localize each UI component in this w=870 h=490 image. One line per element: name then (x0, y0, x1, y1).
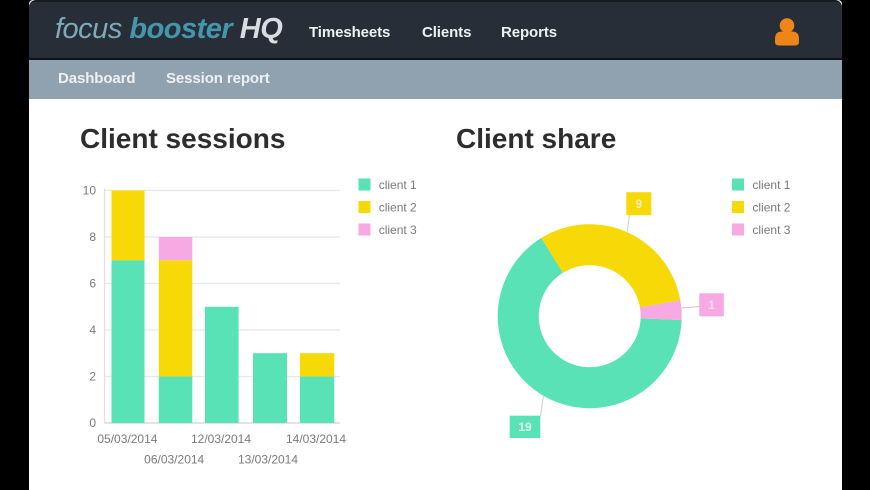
svg-text:client 2: client 2 (379, 201, 417, 215)
svg-text:12/03/2014: 12/03/2014 (191, 432, 251, 446)
svg-text:client 1: client 1 (752, 178, 790, 192)
svg-text:10: 10 (83, 184, 97, 198)
svg-text:client 2: client 2 (752, 201, 790, 215)
svg-text:client 3: client 3 (752, 223, 790, 237)
svg-text:9: 9 (635, 197, 642, 211)
svg-text:6: 6 (89, 277, 96, 291)
svg-text:13/03/2014: 13/03/2014 (238, 453, 298, 467)
svg-text:8: 8 (89, 230, 96, 244)
svg-text:2: 2 (89, 370, 96, 384)
svg-text:client 3: client 3 (379, 223, 417, 237)
svg-text:4: 4 (89, 323, 96, 337)
svg-text:1: 1 (708, 298, 715, 312)
svg-text:client 1: client 1 (379, 178, 417, 192)
svg-text:06/03/2014: 06/03/2014 (144, 453, 204, 467)
svg-text:19: 19 (518, 420, 532, 434)
svg-text:14/03/2014: 14/03/2014 (286, 432, 346, 446)
svg-text:05/03/2014: 05/03/2014 (97, 432, 157, 446)
svg-text:0: 0 (89, 416, 96, 430)
